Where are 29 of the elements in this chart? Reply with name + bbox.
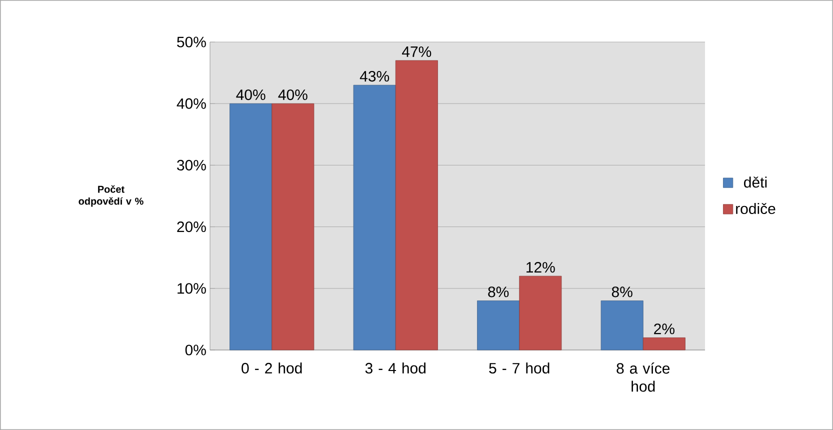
bar — [519, 276, 562, 350]
bar — [477, 300, 520, 350]
bar — [395, 60, 438, 350]
data-label: 47% — [402, 46, 432, 57]
bar — [353, 84, 396, 350]
data-label: 8% — [612, 286, 632, 298]
legend-label: děti — [744, 176, 767, 188]
x-tick-label: 0 - 2 hod — [242, 362, 302, 374]
bar — [642, 337, 686, 350]
data-label: 2% — [654, 324, 674, 334]
data-label: 8% — [488, 286, 509, 298]
data-label: 43% — [360, 70, 390, 82]
y-tick-label: 0% — [185, 344, 206, 356]
y-tick-label: 30% — [177, 160, 206, 171]
x-tick-label: 3 - 4 hod — [365, 362, 426, 374]
legend-label: rodiče — [736, 202, 776, 214]
bar — [272, 103, 314, 350]
data-label: 12% — [526, 262, 555, 273]
y-tick-label: 40% — [176, 98, 206, 109]
y-tick-label: 20% — [177, 221, 206, 232]
bar — [600, 300, 644, 350]
x-tick-label: 8 a více hod — [616, 362, 670, 392]
data-label: 40% — [236, 89, 266, 100]
y-tick-label: 50% — [177, 36, 206, 48]
x-tick-label: 5 - 7 hod — [489, 362, 550, 374]
data-label: 40% — [278, 89, 308, 100]
bar — [230, 103, 272, 350]
y-axis-title: Počet odpovědí v % — [78, 185, 144, 207]
y-tick-label: 10% — [178, 283, 206, 294]
